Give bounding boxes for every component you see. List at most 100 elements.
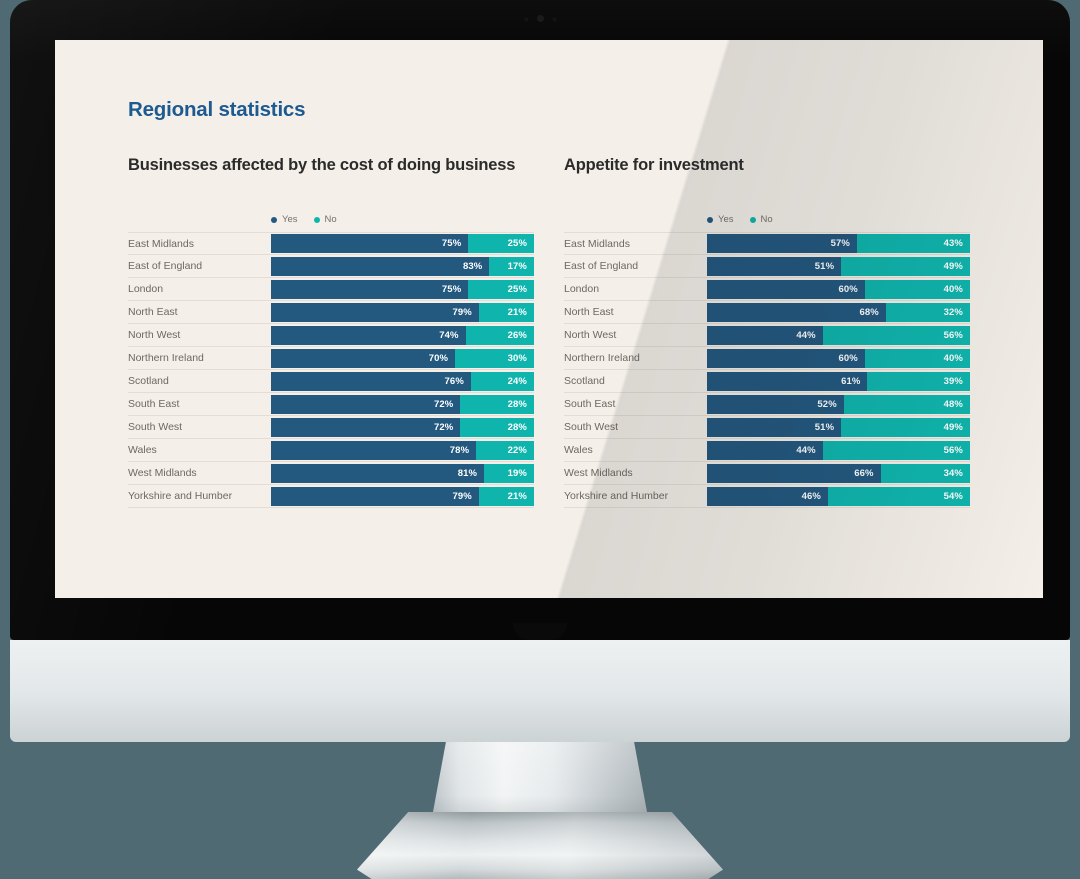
chart-row-label: North West <box>128 329 181 341</box>
bar-segment-no[interactable]: 40% <box>864 279 970 299</box>
bar-segment-no[interactable]: 48% <box>843 394 970 414</box>
bar-segment-yes[interactable]: 60% <box>707 348 865 368</box>
bar-segment-yes[interactable]: 60% <box>707 279 865 299</box>
bar-segment-no[interactable]: 21% <box>478 302 534 322</box>
chart-panel-appetite-for-investment: Appetite for investment Yes No East Midl… <box>564 155 970 508</box>
chart-row: West Midlands 66% 34% <box>564 462 970 485</box>
bar-segment-no[interactable]: 22% <box>476 440 534 460</box>
bar-segment-yes[interactable]: 44% <box>707 440 823 460</box>
bar-value-no: 49% <box>943 260 963 272</box>
bar-value-no: 54% <box>943 490 963 502</box>
chart-row: Yorkshire and Humber 46% 54% <box>564 485 970 508</box>
stand-base-gloss <box>357 812 723 879</box>
bar-segment-yes[interactable]: 51% <box>707 417 842 437</box>
chart-row: East of England 83% 17% <box>128 255 534 278</box>
bar-segment-no[interactable]: 28% <box>460 417 534 437</box>
bar-value-no: 40% <box>943 352 963 364</box>
bar-segment-no[interactable]: 19% <box>484 463 534 483</box>
bar-segment-yes[interactable]: 76% <box>271 371 471 391</box>
bar-segment-yes[interactable]: 66% <box>707 463 881 483</box>
bar-segment-no[interactable]: 25% <box>468 234 534 253</box>
bar-value-no: 26% <box>507 329 527 341</box>
bar-segment-no[interactable]: 43% <box>856 234 970 253</box>
chart-row-track: 60% 40% <box>707 347 970 369</box>
bar-value-no: 32% <box>943 306 963 318</box>
stacked-bar: 70% 30% <box>271 348 534 368</box>
bar-value-yes: 46% <box>801 490 821 502</box>
bar-segment-no[interactable]: 32% <box>885 302 970 322</box>
stacked-bar: 46% 54% <box>707 486 970 506</box>
bar-segment-no[interactable]: 39% <box>867 371 970 391</box>
chart-row-label: West Midlands <box>128 467 197 479</box>
stacked-bar: 76% 24% <box>271 371 534 391</box>
bar-segment-yes[interactable]: 72% <box>271 417 461 437</box>
chart-row-label: East Midlands <box>564 237 630 250</box>
bar-segment-no[interactable]: 34% <box>880 463 970 483</box>
bar-segment-yes[interactable]: 57% <box>707 234 857 253</box>
bar-value-no: 39% <box>943 375 963 387</box>
bar-segment-no[interactable]: 30% <box>455 348 534 368</box>
bar-segment-no[interactable]: 56% <box>822 440 970 460</box>
stacked-bar: 83% 17% <box>271 256 534 276</box>
legend-entry-no[interactable]: No <box>313 214 337 225</box>
bar-segment-yes[interactable]: 52% <box>707 394 844 414</box>
chart-row-label: Scotland <box>128 375 169 387</box>
stacked-bar: 75% 25% <box>271 279 534 299</box>
chart-row-label: Scotland <box>564 375 605 387</box>
chart-row-track: 61% 39% <box>707 370 970 392</box>
bar-segment-yes[interactable]: 79% <box>271 486 479 506</box>
bar-segment-yes[interactable]: 61% <box>707 371 868 391</box>
bar-segment-yes[interactable]: 46% <box>707 486 828 506</box>
bar-segment-no[interactable]: 25% <box>468 279 534 299</box>
bar-value-no: 40% <box>943 283 963 295</box>
bar-value-no: 49% <box>943 421 963 433</box>
bar-segment-yes[interactable]: 83% <box>271 256 490 276</box>
bar-segment-no[interactable]: 49% <box>841 256 970 276</box>
bar-value-no: 34% <box>943 467 963 479</box>
chart-row: Northern Ireland 60% 40% <box>564 347 970 370</box>
stacked-bar: 44% 56% <box>707 325 970 345</box>
legend-entry-yes[interactable]: Yes <box>707 214 734 225</box>
bar-segment-no[interactable]: 40% <box>864 348 970 368</box>
bar-segment-no[interactable]: 28% <box>460 394 534 414</box>
chart-row-label: London <box>128 283 164 295</box>
chart-row-label: Yorkshire and Humber <box>128 490 233 502</box>
bar-segment-yes[interactable]: 44% <box>707 325 823 345</box>
legend-entry-no[interactable]: No <box>749 214 773 225</box>
bar-segment-yes[interactable]: 78% <box>271 440 477 460</box>
bar-value-no: 17% <box>507 260 527 272</box>
chart-row-track: 79% 21% <box>271 485 534 507</box>
chart-row-track: 60% 40% <box>707 278 970 300</box>
bar-value-yes: 79% <box>452 490 472 502</box>
bar-segment-yes[interactable]: 51% <box>707 256 842 276</box>
bar-segment-yes[interactable]: 72% <box>271 394 461 414</box>
chart-row-track: 44% 56% <box>707 324 970 346</box>
monitor-chin-notch <box>513 623 567 640</box>
bar-segment-yes[interactable]: 79% <box>271 302 479 322</box>
bar-segment-no[interactable]: 49% <box>841 417 970 437</box>
chart-row: Wales 44% 56% <box>564 439 970 462</box>
chart-title: Appetite for investment <box>564 156 744 174</box>
bar-segment-no[interactable]: 56% <box>822 325 970 345</box>
monitor-chin <box>10 623 1070 742</box>
legend-label-yes: Yes <box>282 214 298 225</box>
chart-row-track: 44% 56% <box>707 439 970 461</box>
bar-segment-yes[interactable]: 68% <box>707 302 886 322</box>
legend-entry-yes[interactable]: Yes <box>271 214 298 225</box>
bar-segment-yes[interactable]: 70% <box>271 348 456 368</box>
bar-segment-yes[interactable]: 75% <box>271 234 469 253</box>
chart-panel-cost-of-doing-business: Businesses affected by the cost of doing… <box>128 155 534 508</box>
bar-segment-no[interactable]: 26% <box>465 325 534 345</box>
bar-segment-yes[interactable]: 74% <box>271 325 466 345</box>
bar-value-no: 25% <box>507 238 527 249</box>
bar-segment-yes[interactable]: 81% <box>271 463 485 483</box>
bar-value-no: 21% <box>507 490 527 502</box>
bar-segment-no[interactable]: 24% <box>470 371 534 391</box>
bar-segment-yes[interactable]: 75% <box>271 279 469 299</box>
bar-segment-no[interactable]: 17% <box>489 256 534 276</box>
stacked-bar: 79% 21% <box>271 302 534 322</box>
bar-value-yes: 81% <box>457 467 478 479</box>
bar-segment-no[interactable]: 21% <box>478 486 534 506</box>
bar-value-no: 43% <box>943 238 963 249</box>
bar-segment-no[interactable]: 54% <box>827 486 970 506</box>
